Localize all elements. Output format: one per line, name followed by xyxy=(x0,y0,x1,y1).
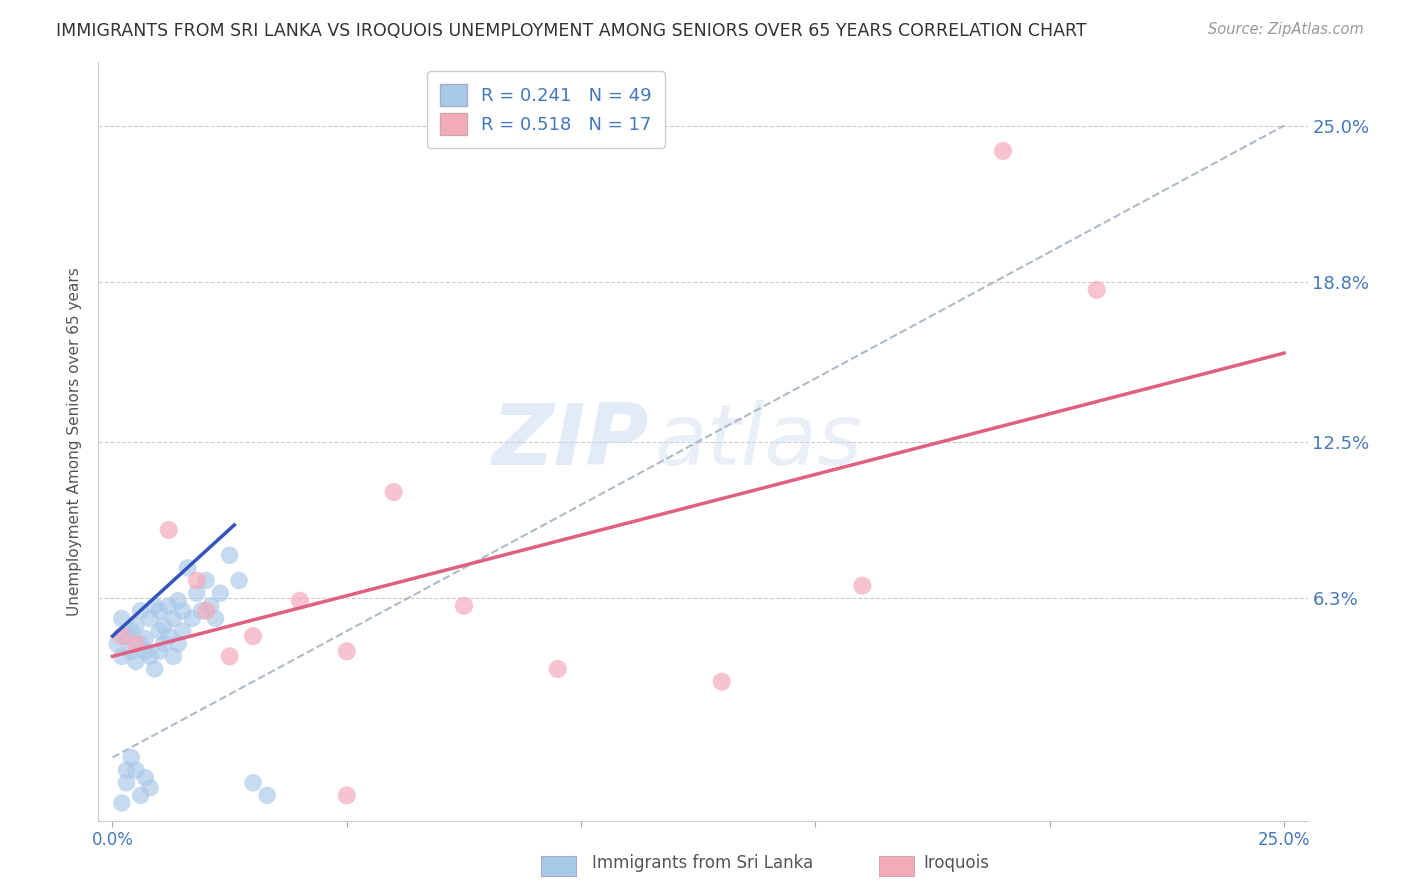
Point xyxy=(336,789,359,803)
Point xyxy=(134,632,156,646)
Point xyxy=(143,662,166,676)
Point xyxy=(157,629,180,643)
Point xyxy=(190,604,212,618)
Point xyxy=(105,637,128,651)
Point xyxy=(176,561,198,575)
Point xyxy=(172,624,194,639)
Point xyxy=(143,599,166,613)
Point xyxy=(204,611,226,625)
Point xyxy=(162,649,184,664)
Point xyxy=(167,637,190,651)
Point xyxy=(125,655,148,669)
Point xyxy=(111,649,134,664)
Point xyxy=(157,599,180,613)
Point xyxy=(129,637,152,651)
Point xyxy=(991,144,1014,158)
Point xyxy=(288,594,311,608)
Point xyxy=(139,780,162,795)
Text: atlas: atlas xyxy=(655,400,863,483)
Text: Iroquois: Iroquois xyxy=(924,855,988,872)
Point xyxy=(139,611,162,625)
Y-axis label: Unemployment Among Seniors over 65 years: Unemployment Among Seniors over 65 years xyxy=(67,268,83,615)
Text: ZIP: ZIP xyxy=(491,400,648,483)
Point xyxy=(453,599,475,613)
Point xyxy=(148,604,170,618)
Point xyxy=(111,796,134,810)
Point xyxy=(153,637,176,651)
Text: IMMIGRANTS FROM SRI LANKA VS IROQUOIS UNEMPLOYMENT AMONG SENIORS OVER 65 YEARS C: IMMIGRANTS FROM SRI LANKA VS IROQUOIS UN… xyxy=(56,22,1087,40)
Point xyxy=(129,789,152,803)
Point xyxy=(336,644,359,658)
Point xyxy=(148,624,170,639)
Point xyxy=(195,574,218,588)
Point xyxy=(167,594,190,608)
Point xyxy=(134,771,156,785)
Point xyxy=(120,644,142,658)
Point xyxy=(120,750,142,764)
Point xyxy=(162,611,184,625)
Point xyxy=(125,619,148,633)
Point xyxy=(172,604,194,618)
Point xyxy=(186,586,208,600)
Point xyxy=(186,574,208,588)
Point xyxy=(120,624,142,639)
Legend: R = 0.241   N = 49, R = 0.518   N = 17: R = 0.241 N = 49, R = 0.518 N = 17 xyxy=(427,71,665,148)
Point xyxy=(111,629,134,643)
Point xyxy=(218,548,240,563)
Point xyxy=(139,649,162,664)
Point xyxy=(181,611,204,625)
Point xyxy=(129,604,152,618)
Point xyxy=(125,763,148,777)
Point xyxy=(228,574,250,588)
Point xyxy=(134,644,156,658)
Point xyxy=(382,485,405,500)
Point xyxy=(115,776,138,790)
Point xyxy=(242,629,264,643)
Point xyxy=(195,604,218,618)
Point xyxy=(200,599,222,613)
Point xyxy=(125,637,148,651)
Point xyxy=(218,649,240,664)
Point xyxy=(157,523,180,537)
Point xyxy=(153,619,176,633)
Point xyxy=(115,763,138,777)
Point xyxy=(242,776,264,790)
Point xyxy=(256,789,278,803)
Point xyxy=(148,644,170,658)
Point xyxy=(710,674,733,689)
Point xyxy=(851,579,873,593)
Text: Immigrants from Sri Lanka: Immigrants from Sri Lanka xyxy=(592,855,814,872)
Point xyxy=(115,629,138,643)
Point xyxy=(209,586,232,600)
Point xyxy=(547,662,569,676)
Point xyxy=(111,611,134,625)
Point xyxy=(1085,283,1108,297)
Text: Source: ZipAtlas.com: Source: ZipAtlas.com xyxy=(1208,22,1364,37)
